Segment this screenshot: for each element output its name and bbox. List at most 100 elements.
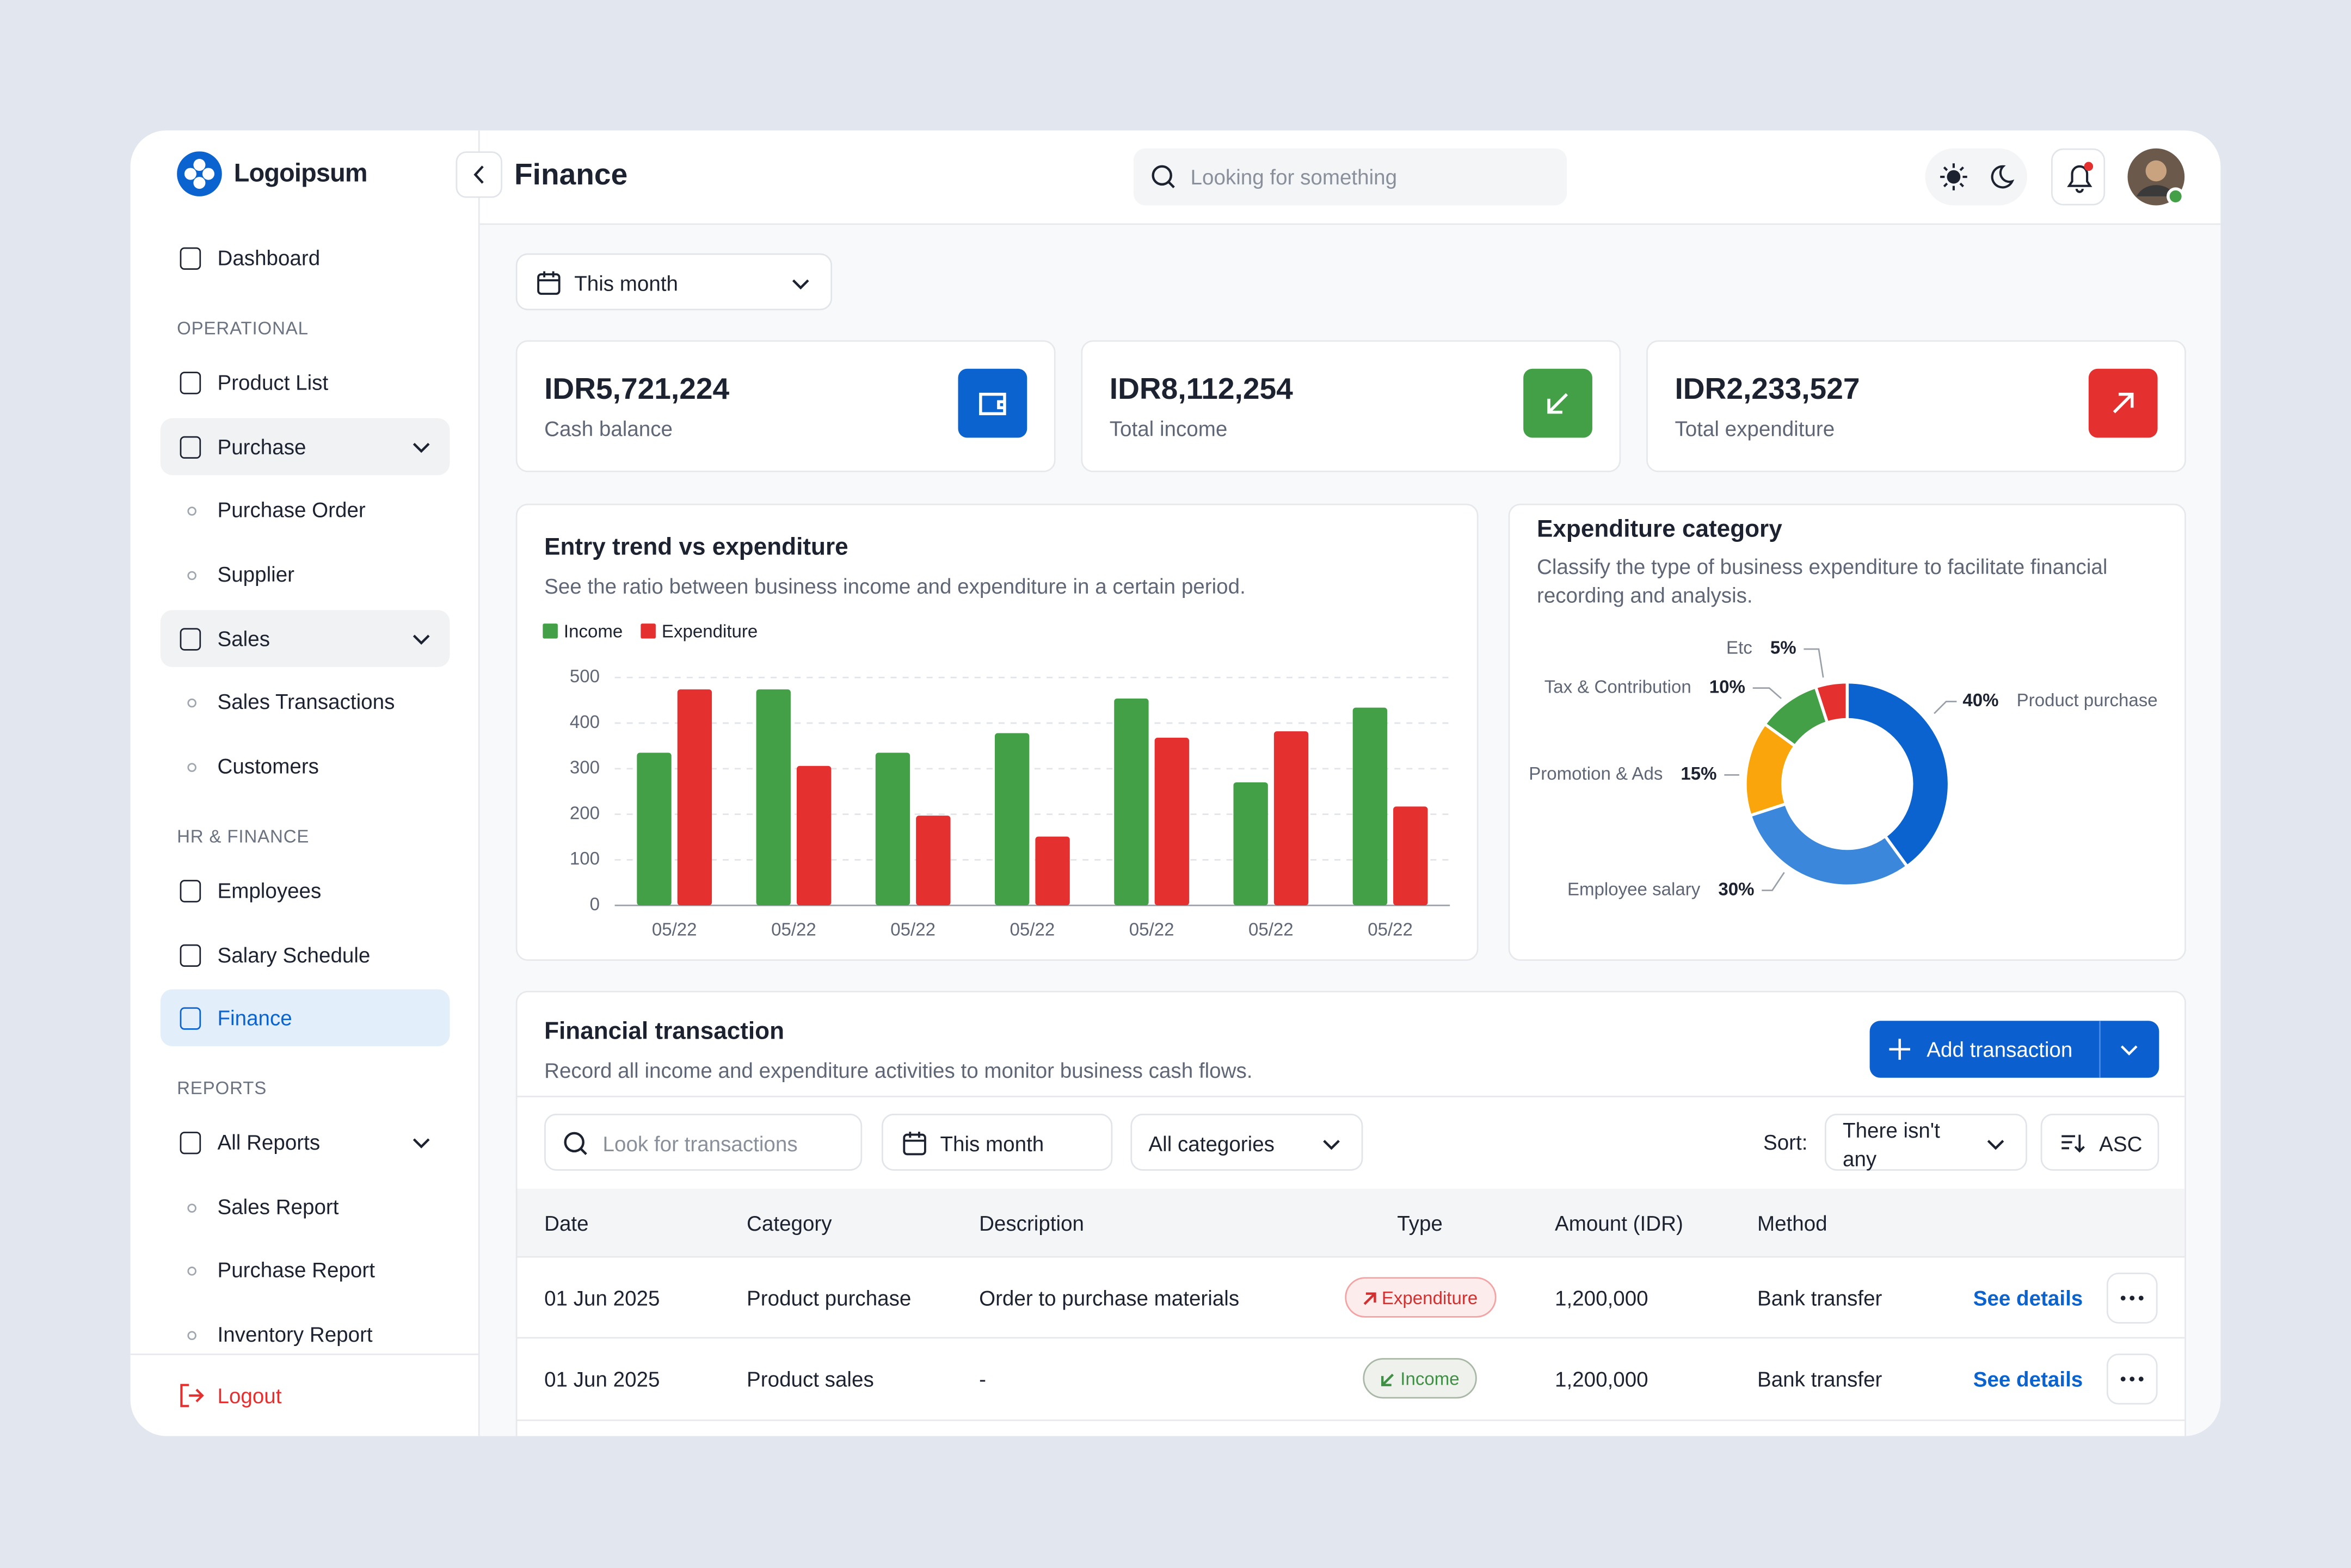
dot (2130, 1376, 2135, 1382)
nav-item[interactable]: Purchase Report (217, 1257, 375, 1282)
section-subtitle: Record all income and expenditure activi… (544, 1058, 1253, 1083)
bell-icon (2067, 162, 2094, 193)
card-label: Cash balance (544, 416, 673, 441)
avatar[interactable] (2126, 147, 2189, 210)
type-badge: Expenditure (1344, 1277, 1496, 1318)
sort-label: Sort: (1763, 1130, 1808, 1155)
nav-icon (180, 944, 201, 967)
transaction-search[interactable]: Look for transactions (544, 1114, 863, 1171)
row-divider (517, 1419, 2185, 1421)
nav-highlight (160, 610, 450, 668)
nav-highlight (160, 989, 450, 1047)
search-placeholder: Look for transactions (602, 1132, 798, 1156)
plus-icon (1889, 1039, 1910, 1060)
chart-title: Entry trend vs expenditure (544, 535, 848, 561)
dot (2120, 1376, 2126, 1382)
nav-item[interactable]: Inventory Report (217, 1322, 373, 1347)
nav-item[interactable]: Purchase (217, 434, 306, 459)
calendar-icon (537, 271, 561, 295)
collapse-button[interactable] (456, 151, 502, 198)
nav-icon (180, 1007, 201, 1030)
nav-item[interactable]: Sales Transactions (217, 689, 395, 714)
nav-bullet (187, 698, 196, 708)
add-transaction-button[interactable]: Add transaction (1869, 1021, 2159, 1078)
divider (517, 1095, 2185, 1097)
nav-bullet (187, 1267, 196, 1276)
column-header: Type (1397, 1211, 1443, 1236)
badge-text: Income (1400, 1368, 1460, 1390)
divider (2099, 1021, 2101, 1078)
order-button[interactable]: ASC (2040, 1114, 2159, 1171)
divider (130, 1353, 478, 1355)
nav-icon (180, 880, 201, 903)
card-icon (2088, 368, 2158, 438)
nav-item[interactable]: Salary Schedule (217, 942, 371, 967)
search-box[interactable]: Looking for something (1133, 148, 1567, 206)
card-icon (958, 368, 1027, 438)
nav-section: OPERATIONAL (177, 318, 309, 339)
period-filter[interactable]: This month (515, 253, 833, 311)
table-cell: 01 Jun 2025 (544, 1367, 660, 1391)
calendar-icon (903, 1132, 926, 1156)
nav-item[interactable]: Product List (217, 370, 329, 394)
badge-icon (1363, 1292, 1376, 1305)
sidebar: Logoipsum Dashboard OPERATIONAL Product Li… (130, 130, 480, 1436)
glyph (2113, 392, 2134, 413)
page-title: Finance (514, 159, 628, 192)
chevron-down (1987, 1140, 2004, 1150)
sort-icon (2061, 1134, 2085, 1153)
see-details-link[interactable]: See details (1973, 1367, 2083, 1391)
more-button[interactable] (2106, 1273, 2158, 1324)
column-header: Description (979, 1211, 1085, 1236)
more-icon (2120, 1295, 2144, 1301)
chevron-down (413, 442, 430, 453)
nav-item[interactable]: Purchase Order (217, 497, 366, 522)
search-icon (1152, 165, 1175, 188)
search-icon (564, 1132, 587, 1155)
nav-item[interactable]: Employees (217, 878, 322, 903)
see-details-link[interactable]: See details (1973, 1286, 2083, 1310)
logout[interactable]: Logout (217, 1383, 282, 1408)
main-content: This month IDR5,721,224 Cash balance IDR8,… (479, 223, 2221, 1436)
select-text: There isn't any (1843, 1118, 1940, 1171)
more-button[interactable] (2106, 1353, 2158, 1405)
notification-button[interactable] (2051, 148, 2106, 206)
column-header: Amount (IDR) (1555, 1211, 1683, 1236)
badge-text: Expenditure (1381, 1287, 1478, 1309)
nav-item[interactable]: Sales (217, 626, 270, 651)
table-cell: Product sales (747, 1367, 874, 1391)
nav-item[interactable]: Customers (217, 754, 319, 778)
chart-subtitle: Classify the type of business expenditur… (1536, 554, 2108, 607)
nav-section: REPORTS (177, 1077, 267, 1099)
theme-toggle[interactable] (1925, 148, 2027, 206)
select-text: All categories (1148, 1132, 1275, 1156)
row-divider (517, 1337, 2185, 1339)
chart-subtitle: See the ratio between business income an… (544, 574, 1246, 598)
card-value: IDR5,721,224 (544, 373, 730, 406)
nav-icon (180, 247, 201, 270)
nav-item[interactable]: Sales Report (217, 1194, 339, 1219)
nav-item[interactable]: All Reports (217, 1130, 321, 1155)
period-select[interactable]: This month (881, 1114, 1113, 1171)
category-select[interactable]: All categories (1130, 1114, 1363, 1171)
transactions-panel: Financial transaction Record all income … (515, 991, 2186, 1436)
chevron-down (2120, 1045, 2138, 1055)
order-text: ASC (2099, 1132, 2143, 1156)
column-header: Category (747, 1211, 832, 1236)
nav-item[interactable]: Finance (217, 1005, 292, 1030)
sort-select[interactable]: There isn't any (1824, 1114, 2027, 1171)
nav-item[interactable]: Supplier (217, 562, 295, 587)
chevron-down (1323, 1140, 1340, 1150)
chevron-left (473, 165, 484, 184)
card-value: IDR8,112,254 (1109, 373, 1293, 406)
table-cell: Order to purchase materials (979, 1286, 1240, 1310)
glyph (979, 392, 1006, 416)
section-title: Financial transaction (544, 1019, 785, 1045)
nav-icon (180, 372, 201, 394)
button-label: Add transaction (1927, 1037, 2073, 1061)
nav-highlight (160, 418, 450, 476)
nav-item[interactable]: Dashboard (217, 245, 321, 270)
theme-icons (1940, 163, 2015, 190)
table-cell: 01 Jun 2025 (544, 1286, 660, 1310)
table-cell: Product purchase (747, 1286, 912, 1310)
